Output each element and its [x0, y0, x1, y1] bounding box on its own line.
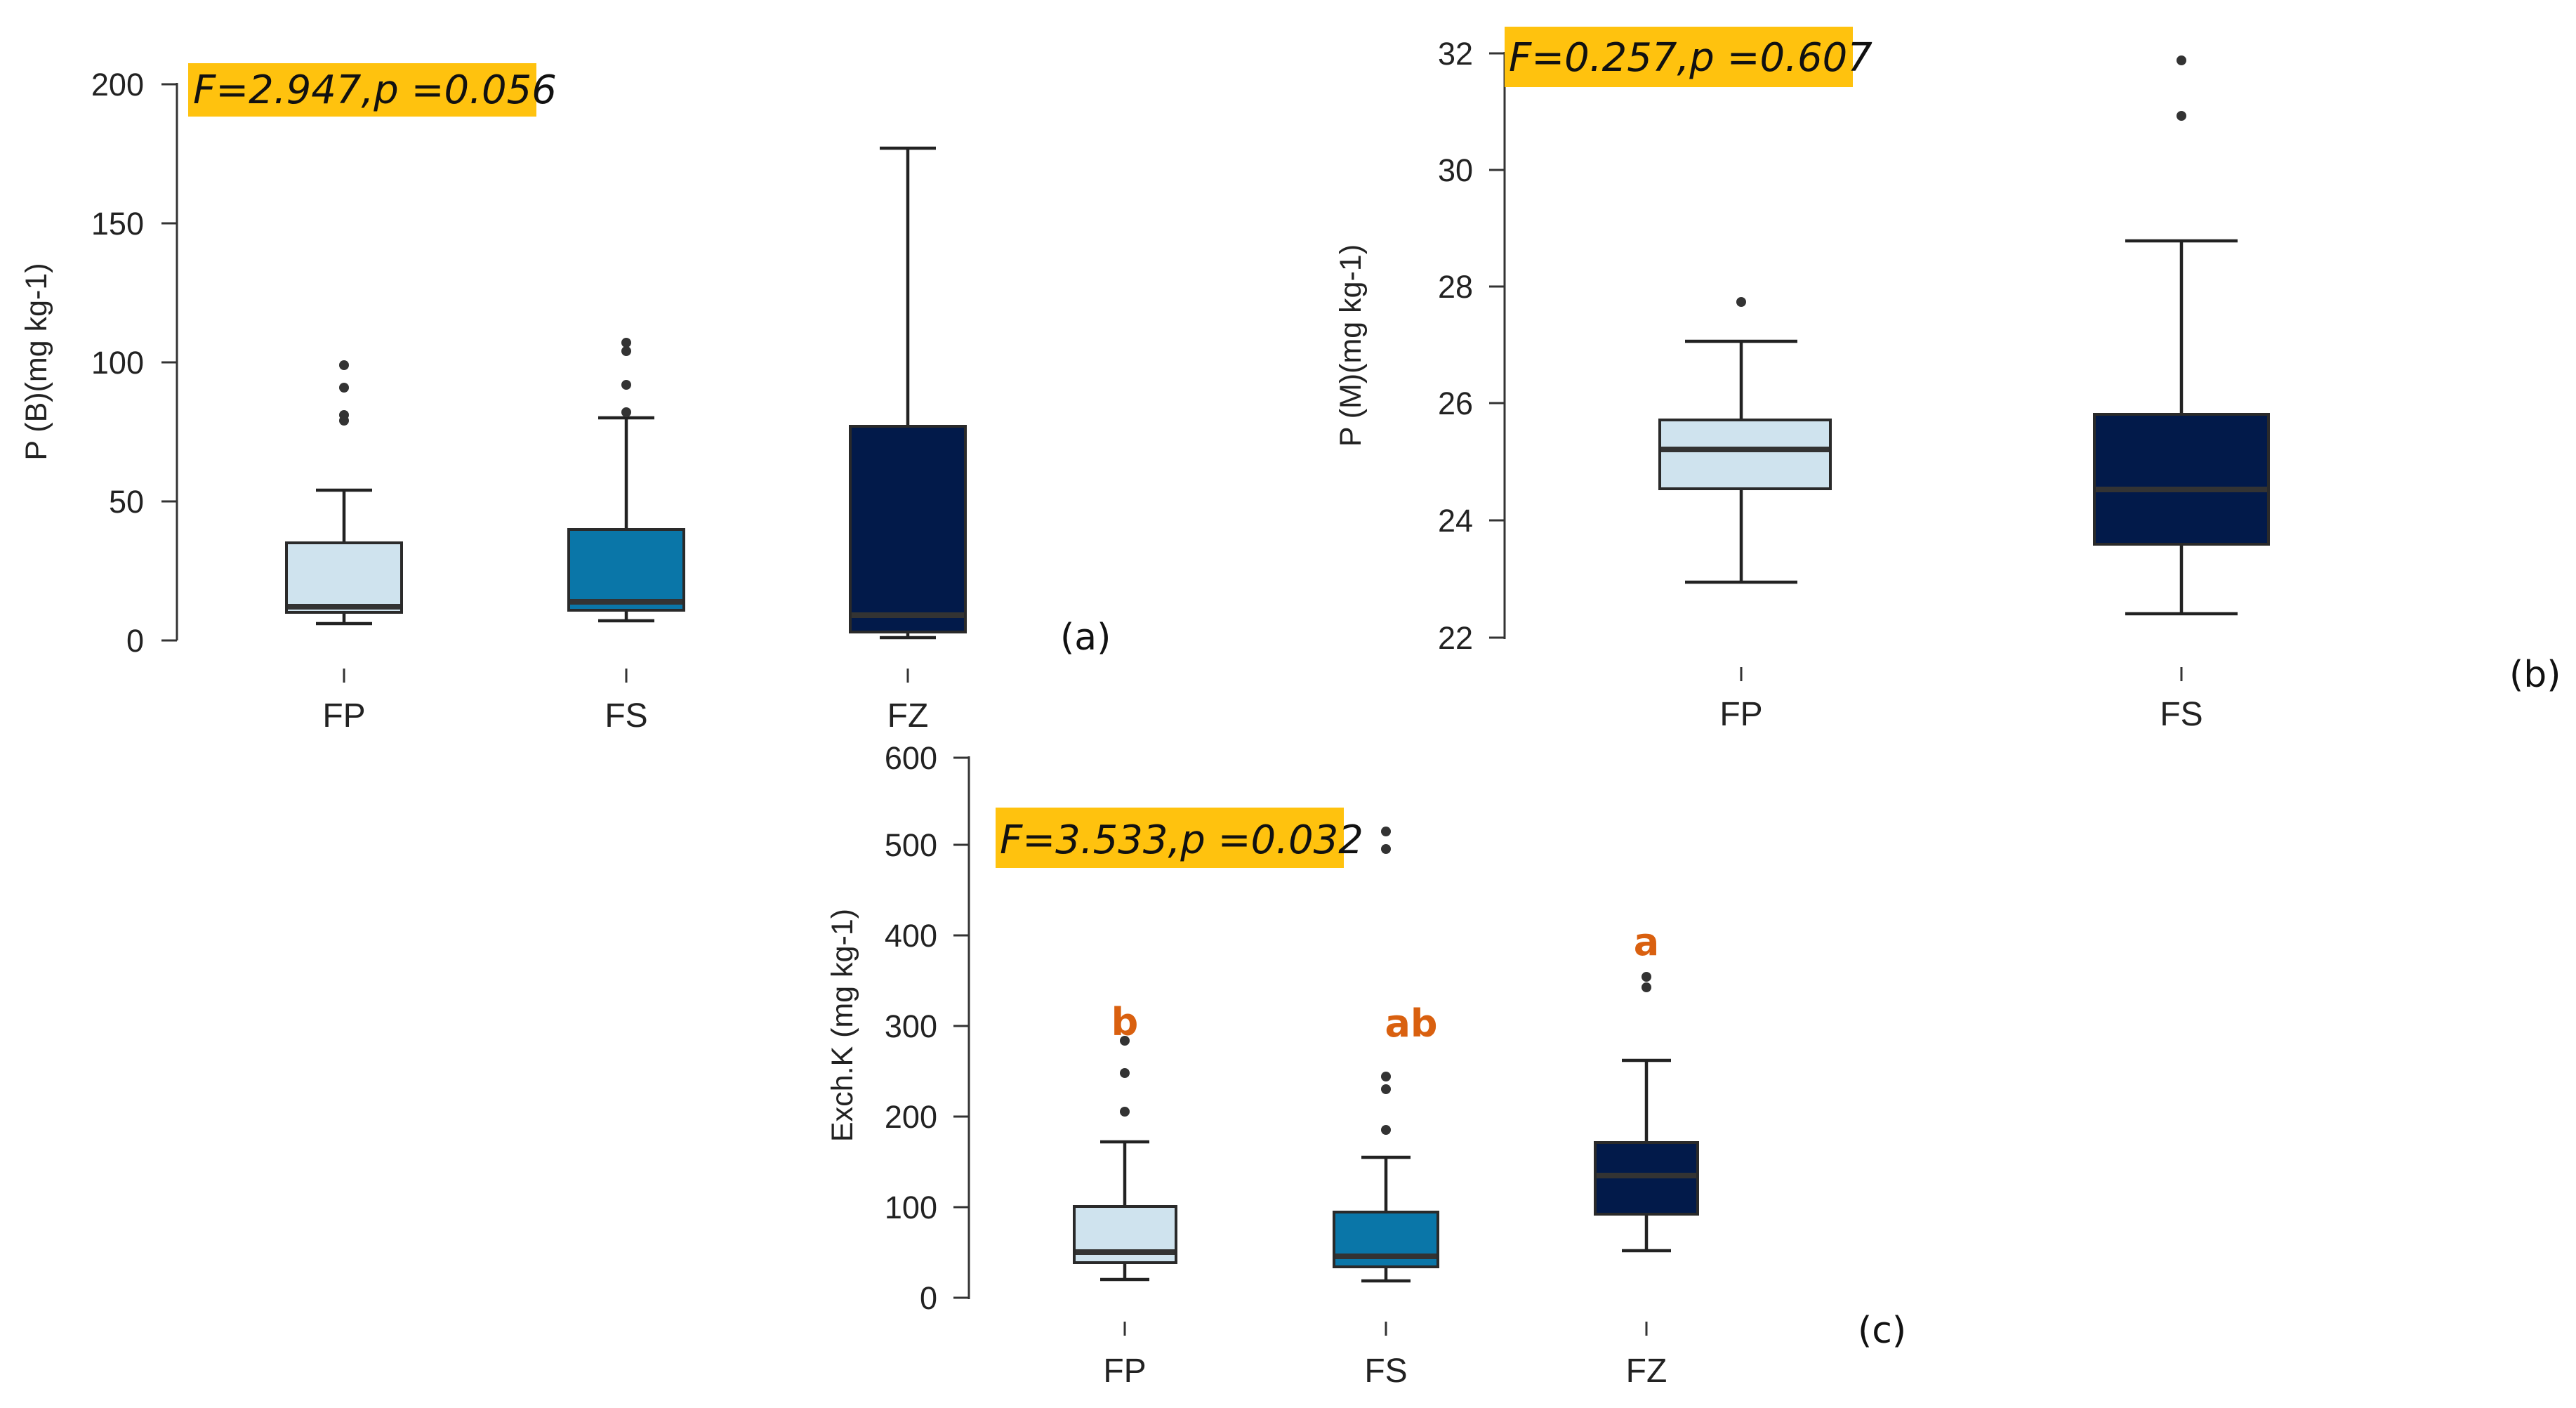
panel-c-FP-outlier: [1120, 1068, 1130, 1078]
panel-c-FZ-significance-letter: a: [1634, 920, 1659, 964]
panel-a-ytick-4: 200: [91, 67, 144, 103]
panel-c-ytick-1: 100: [885, 1190, 937, 1225]
panel-a-ytick-3: 150: [91, 206, 144, 242]
panel-b-ytick-marks: [1489, 52, 1505, 639]
panel-b-category-label: FS: [2160, 696, 2202, 733]
panel-a-FS-box: [567, 528, 685, 612]
panel-a-FP-outlier: [339, 360, 349, 370]
panel-b-category-label: FP: [1719, 696, 1762, 733]
panel-c-category-label: FP: [1103, 1353, 1146, 1390]
panel-b-FS-outlier: [2177, 111, 2186, 121]
panel-b-y-axis-title: P (M)(mg kg-1): [1334, 244, 1368, 447]
panel-b-stat-highlight: [1505, 27, 1853, 87]
panel-a-ytick-marks: [161, 83, 177, 642]
panel-b-ytick-4: 30: [1438, 152, 1473, 188]
panel-c-ytick-2: 200: [885, 1099, 937, 1135]
panel-a-stat-annotation: F=2.947,p =0.056: [193, 67, 557, 113]
panel-a-FP-box: [285, 541, 403, 614]
panel-b-ytick-5: 32: [1438, 36, 1473, 72]
panel-b-box-FS: [2093, 55, 2270, 616]
panel-c-FP-outlier: [1120, 1107, 1130, 1117]
panel-a-stat-highlight: [188, 63, 536, 117]
panel-c-FS-outlier: [1381, 1084, 1391, 1094]
panel-c-ytick-4: 400: [885, 918, 937, 954]
panel-a-FP-outlier: [339, 410, 349, 420]
panel-c-FP-significance-letter: b: [1111, 1000, 1139, 1044]
panel-c-y-axis-title: Exch.K (mg kg-1): [826, 909, 859, 1142]
panel-c-xtick-marks: [1123, 1322, 1648, 1336]
panel-c-FS-outlier: [1381, 844, 1391, 854]
panel-c-category-label: FZ: [1626, 1353, 1667, 1390]
panel-b-FP-box: [1658, 419, 1832, 490]
panel-c-box-FS: ab: [1333, 827, 1439, 1283]
panel-c-FS-outlier: [1381, 1072, 1391, 1081]
panel-c-FS-significance-letter: ab: [1385, 1001, 1437, 1046]
panel-a-ytick-2: 100: [91, 345, 144, 381]
panel-a: 0 50 100 150 200 P (B)(mg kg-1) F=2.947,…: [20, 63, 1111, 735]
panel-c-ytick-0: 0: [920, 1280, 937, 1316]
panel-b-ytick-0: 22: [1438, 620, 1473, 656]
panel-a-FS-outlier: [621, 407, 631, 417]
panel-a-category-label: FS: [605, 697, 647, 735]
panel-b-stat-annotation: F=0.257,p =0.607: [1509, 35, 1872, 81]
panel-b-box-FP: [1658, 297, 1832, 584]
panel-b: 22 24 26 28 30 32 P (M)(mg kg-1) F=0.257…: [1334, 27, 2561, 733]
panel-c-FZ-outlier: [1642, 982, 1651, 992]
panel-c-FZ-outlier: [1642, 972, 1651, 982]
panel-a-tag: (a): [1060, 617, 1111, 659]
panel-a-box-FP: [285, 360, 403, 626]
panel-a-FZ-box: [849, 425, 967, 633]
panel-c: 0 100 200 300 400 500 600 Exch.K (mg kg-…: [826, 740, 1906, 1390]
panel-b-FP-outlier: [1736, 297, 1746, 307]
panel-b-ytick-3: 28: [1438, 269, 1473, 305]
panel-b-ytick-2: 26: [1438, 386, 1473, 421]
panel-a-box-FS: [567, 338, 685, 623]
panel-c-ytick-5: 500: [885, 827, 937, 863]
panel-c-box-FZ: a: [1594, 920, 1699, 1253]
panel-a-xtick-marks: [343, 669, 909, 683]
panel-a-FS-outlier: [621, 346, 631, 356]
panel-a-category-label: FZ: [887, 697, 929, 735]
panel-c-box-FP: b: [1073, 1000, 1177, 1282]
panel-a-ytick-0: 0: [126, 623, 144, 659]
panel-a-FP-outlier: [339, 383, 349, 393]
panel-c-FS-outlier: [1381, 1125, 1391, 1135]
panel-a-FS-outlier: [621, 338, 631, 348]
panel-a-box-FZ: [849, 146, 967, 640]
panel-a-ytick-1: 50: [109, 484, 144, 520]
panel-b-FS-outlier: [2177, 55, 2186, 65]
panel-c-stat-highlight: [996, 808, 1344, 868]
panel-c-stat-annotation: F=3.533,p =0.032: [1000, 817, 1363, 863]
panel-b-xtick-marks: [1740, 667, 2183, 681]
panel-c-ytick-3: 300: [885, 1008, 937, 1044]
panel-c-tag: (c): [1858, 1310, 1906, 1352]
panel-c-ytick-marks: [953, 756, 969, 1299]
panel-a-y-axis-title: P (B)(mg kg-1): [20, 263, 53, 460]
panel-c-FS-outlier: [1381, 827, 1391, 836]
panel-a-category-label: FP: [322, 697, 365, 735]
panel-c-category-label: FS: [1364, 1353, 1407, 1390]
panel-c-ytick-6: 600: [885, 740, 937, 776]
panel-b-ytick-1: 24: [1438, 503, 1473, 539]
panel-c-FP-outlier: [1120, 1036, 1130, 1046]
panel-b-tag: (b): [2509, 654, 2561, 696]
panel-a-FS-outlier: [621, 380, 631, 390]
panel-b-FS-box: [2093, 413, 2270, 546]
